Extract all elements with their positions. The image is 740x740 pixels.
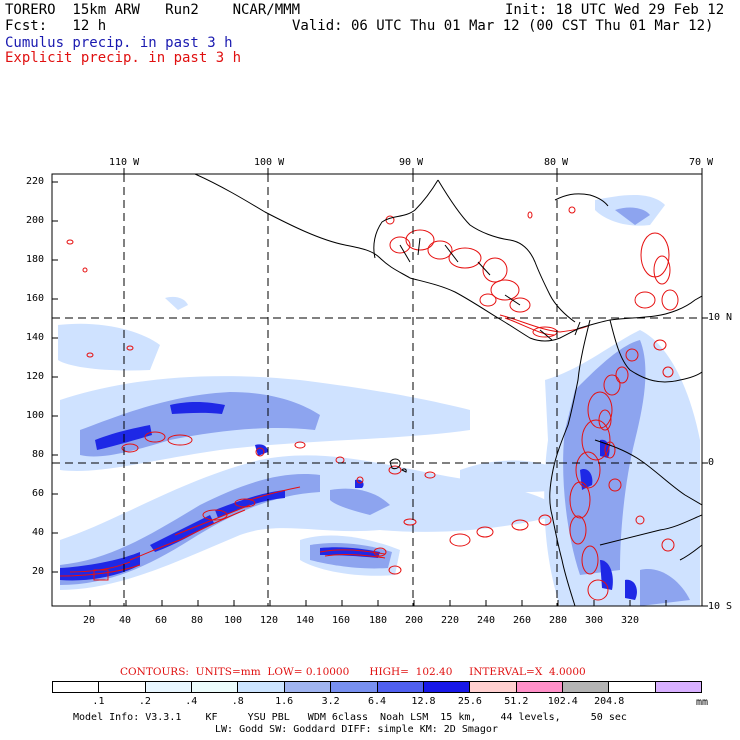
contours-info: CONTOURS: UNITS=mm LOW= 0.10000 HIGH= 10… [120,666,586,678]
y-tick: 100 [26,410,45,421]
colorbar-swatch [283,682,331,692]
physics-info: LW: Godd SW: Goddard DIFF: simple KM: 2D… [215,724,498,735]
lon-label-70w: 70 W [689,157,714,168]
colorbar-label: 12.8 [411,696,436,707]
lat-label-0: 0 [708,457,715,468]
y-tick: 180 [26,254,45,265]
colorbar-label: 102.4 [547,696,578,707]
colorbar-label: .1 [92,696,105,707]
colorbar-swatch [422,682,470,692]
header-title: TORERO 15km ARW Run2 NCAR/MMM [5,2,301,18]
colorbar-swatch [608,682,655,692]
lat-label-10n: 10 N [708,312,733,323]
x-tick: 20 [83,615,96,626]
colorbar-label: 204.8 [594,696,625,707]
colorbar-label: 3.2 [321,696,340,707]
colorbar-label: 6.4 [368,696,387,707]
x-tick: 80 [191,615,204,626]
init-time: Init: 18 UTC Wed 29 Feb 12 [505,2,725,18]
colorbar-swatch [53,682,99,692]
x-tick: 240 [477,615,496,626]
forecast-hour: Fcst: 12 h [5,18,107,34]
x-tick: 100 [224,615,243,626]
valid-time: Valid: 06 UTC Thu 01 Mar 12 (00 CST Thu … [292,18,714,34]
lat-label-10s: 10 S [708,601,733,612]
colorbar-labels: .1 .2 .4 .8 1.6 3.2 6.4 12.8 25.6 51.2 102.4 204.8 [52,696,702,708]
coastline [194,174,702,606]
colorbar-swatch [98,682,145,692]
colorbar-label: 51.2 [504,696,529,707]
y-tick: 40 [32,527,45,538]
x-tick: 140 [296,615,315,626]
y-tick: 200 [26,215,45,226]
x-tick: 200 [405,615,424,626]
x-tick: 180 [369,615,388,626]
colorbar-swatch [469,682,516,692]
x-tick: 300 [585,615,604,626]
y-tick: 80 [32,449,45,460]
colorbar-label: 25.6 [457,696,482,707]
y-tick: 120 [26,371,45,382]
x-tick: 260 [513,615,532,626]
legend-explicit: Explicit precip. in past 3 h [5,50,242,66]
colorbar-label: .8 [231,696,244,707]
x-tick: 60 [155,615,168,626]
colorbar-label: 1.6 [275,696,294,707]
y-tick: 20 [32,566,45,577]
y-tick: 140 [26,332,45,343]
colorbar-swatch [237,682,284,692]
axis-ticks [52,168,708,607]
y-tick: 60 [32,488,45,499]
model-info: Model Info: V3.3.1 KF YSU PBL WDM 6class… [73,712,627,723]
colorbar-swatch [144,682,192,692]
map-frame [51,173,703,607]
colorbar [52,681,702,693]
x-tick: 320 [621,615,640,626]
x-tick: 120 [260,615,279,626]
explicit-precip-contours [59,206,679,601]
colorbar-swatch [561,682,609,692]
colorbar-swatch [330,682,377,692]
lat-lon-grid [52,174,702,606]
colorbar-swatch [191,682,238,692]
lon-label-80w: 80 W [544,157,569,168]
colorbar-swatch [515,682,562,692]
x-tick: 220 [441,615,460,626]
lon-label-110w: 110 W [109,157,140,168]
x-tick: 160 [332,615,351,626]
lon-label-100w: 100 W [254,157,285,168]
y-tick: 160 [26,293,45,304]
legend-cumulus: Cumulus precip. in past 3 h [5,35,233,51]
x-tick: 40 [119,615,132,626]
lon-label-90w: 90 W [399,157,424,168]
x-tick: 280 [549,615,568,626]
colorbar-units: mm [696,697,709,708]
colorbar-swatch [654,682,702,692]
colorbar-label: .2 [138,696,151,707]
colorbar-label: .4 [185,696,198,707]
y-tick: 220 [26,176,45,187]
colorbar-swatch [376,682,423,692]
